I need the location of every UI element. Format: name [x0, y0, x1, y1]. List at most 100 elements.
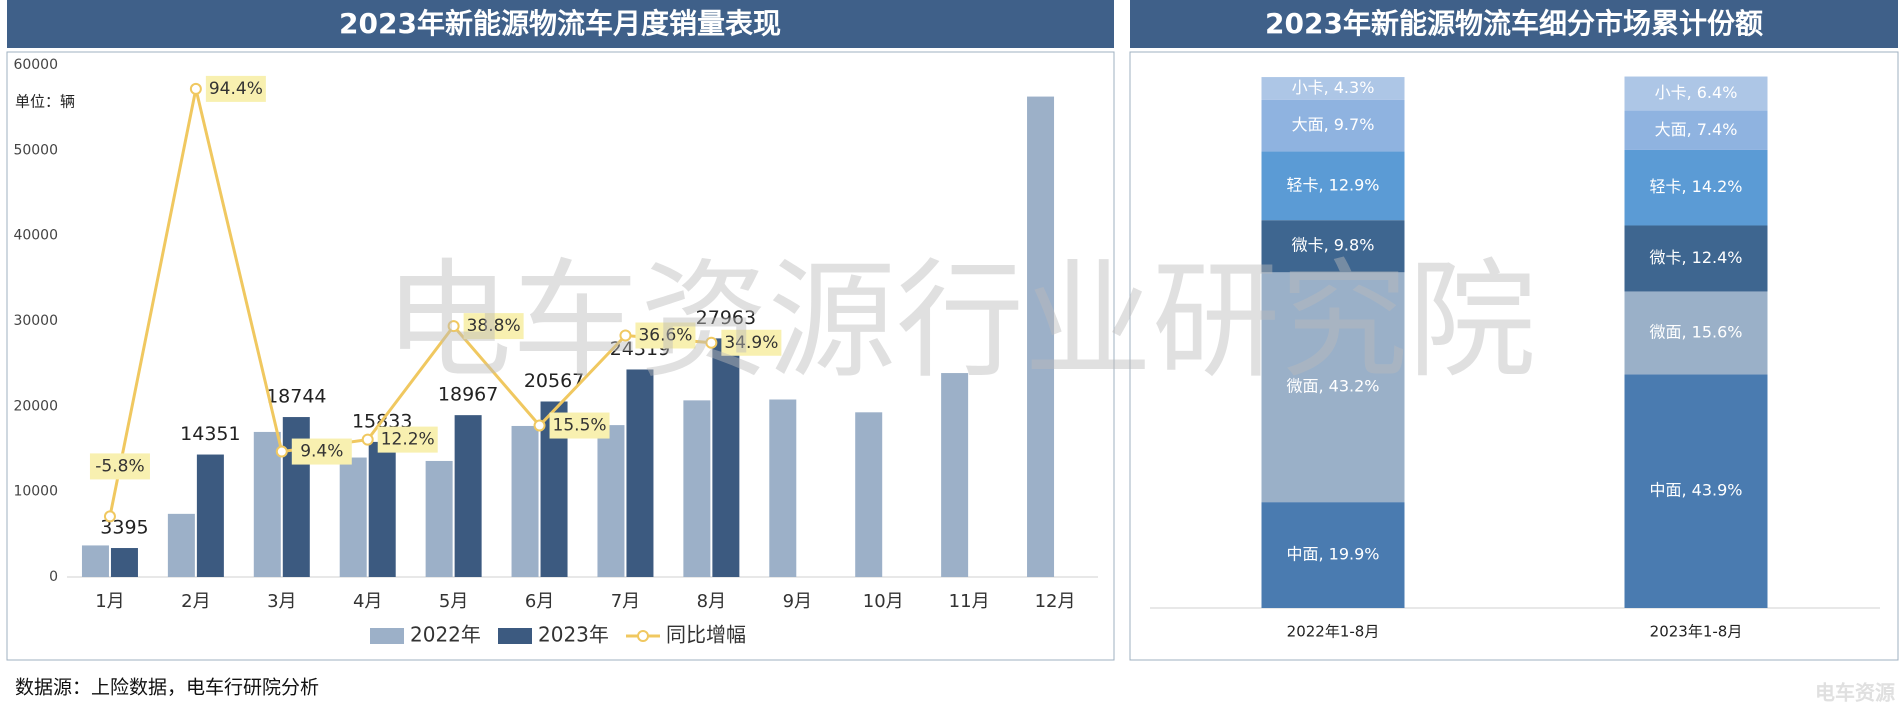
line-point [533, 419, 546, 432]
bar [368, 441, 396, 577]
data-label: 36.6% [638, 326, 692, 346]
bar-segment [1261, 99, 1405, 152]
bar [1027, 96, 1055, 577]
data-label: 小卡, 4.3% [1292, 78, 1375, 97]
bar [597, 425, 625, 577]
bar [511, 425, 539, 577]
label-box [377, 426, 438, 453]
data-label: 3395 [100, 517, 148, 539]
data-label: -5.8% [95, 456, 144, 476]
bar [81, 545, 109, 577]
bar [425, 460, 453, 577]
data-label: 38.8% [467, 316, 521, 336]
legend-label: 同比增幅 [666, 623, 746, 647]
line-point [361, 433, 374, 446]
data-label: 94.4% [209, 79, 263, 99]
x-tick-label: 12月 [1035, 591, 1076, 612]
chart-title: 2023年新能源物流车月度销量表现 [339, 7, 781, 40]
bar [626, 369, 654, 577]
bar [339, 457, 367, 577]
label-box [463, 313, 524, 340]
bar-segment [1624, 149, 1768, 226]
x-tick-label: 9月 [783, 591, 812, 612]
line [108, 88, 712, 517]
label-box [89, 453, 150, 480]
x-tick-label: 6月 [525, 591, 554, 612]
legend-swatch [498, 628, 532, 644]
right-header [1130, 0, 1898, 48]
source: 数据源：上险数据，电车行研院分析 [15, 677, 319, 699]
chart-title: 2023年新能源物流车细分市场累计份额 [1265, 7, 1763, 40]
data-label: 大面, 7.4% [1655, 120, 1738, 139]
label-box [635, 322, 696, 349]
bar [167, 513, 195, 577]
bar-segment [1624, 374, 1768, 608]
data-label: 27963 [696, 307, 756, 329]
bar [253, 431, 281, 577]
x-tick-label: 1月 [95, 591, 124, 612]
bar-segment [1261, 272, 1405, 503]
bar [454, 415, 482, 577]
bar [941, 373, 969, 577]
y-tick-label: 20000 [13, 398, 58, 414]
legend-swatch [370, 628, 404, 644]
x-tick-label: 2月 [181, 591, 210, 612]
legend-label: 2022年 [410, 623, 481, 647]
label-box [549, 412, 610, 439]
x-tick-label: 11月 [949, 591, 990, 612]
watermark: 电车资源行业研究院 [384, 247, 1536, 396]
data-label: 18744 [266, 386, 326, 408]
data-label: 20567 [524, 370, 584, 392]
x-tick-label: 8月 [697, 591, 726, 612]
data-label: 大面, 9.7% [1292, 115, 1375, 134]
y-tick-label: 10000 [13, 484, 58, 500]
line-point [447, 320, 460, 333]
data-label: 微面, 43.2% [1286, 377, 1379, 396]
bar-segment [1261, 502, 1405, 608]
data-label: 15.5% [553, 416, 607, 436]
x-tick-label: 4月 [353, 591, 382, 612]
data-label: 12.2% [381, 430, 435, 450]
x-tick-label: 10月 [863, 591, 904, 612]
data-label: 14351 [180, 423, 240, 445]
bar-segment [1624, 110, 1768, 150]
label-box [205, 75, 266, 102]
bar-segment [1261, 220, 1405, 273]
x-tick-label: 7月 [611, 591, 640, 612]
data-label: 微卡, 12.4% [1649, 248, 1742, 267]
x-tick-label: 3月 [267, 591, 296, 612]
bar [110, 548, 138, 577]
line-point [275, 445, 288, 458]
y-tick-label: 0 [49, 569, 58, 585]
left-header [7, 0, 1114, 48]
bar [769, 399, 797, 577]
legend-point [637, 630, 649, 642]
line-point [189, 82, 202, 95]
x-tick-label: 5月 [439, 591, 468, 612]
line-point [705, 336, 718, 349]
label-box [721, 329, 782, 356]
y-tick-label: 60000 [13, 57, 58, 73]
data-label: 18967 [438, 384, 498, 406]
bar [683, 400, 711, 577]
bar-segment [1624, 291, 1768, 375]
data-label: 9.4% [300, 442, 343, 462]
data-label: 小卡, 6.4% [1655, 83, 1738, 102]
line-point [619, 329, 632, 342]
bar-segment [1624, 225, 1768, 292]
line-point [103, 510, 116, 523]
bar-segment [1261, 77, 1405, 100]
logo: 电车资源 [1815, 681, 1895, 705]
legend-label: 2023年 [538, 623, 609, 647]
bar-segment [1624, 76, 1768, 111]
label-box [291, 438, 352, 465]
y-tick-label: 40000 [13, 228, 58, 244]
unit-label: 单位：辆 [15, 93, 75, 111]
bar [712, 338, 740, 577]
bar [196, 454, 224, 577]
bar-segment [1261, 151, 1405, 221]
right-panel [1129, 51, 1899, 661]
data-label: 微卡, 9.8% [1292, 236, 1375, 255]
x-tick-label: 2023年1-8月 [1650, 623, 1743, 641]
